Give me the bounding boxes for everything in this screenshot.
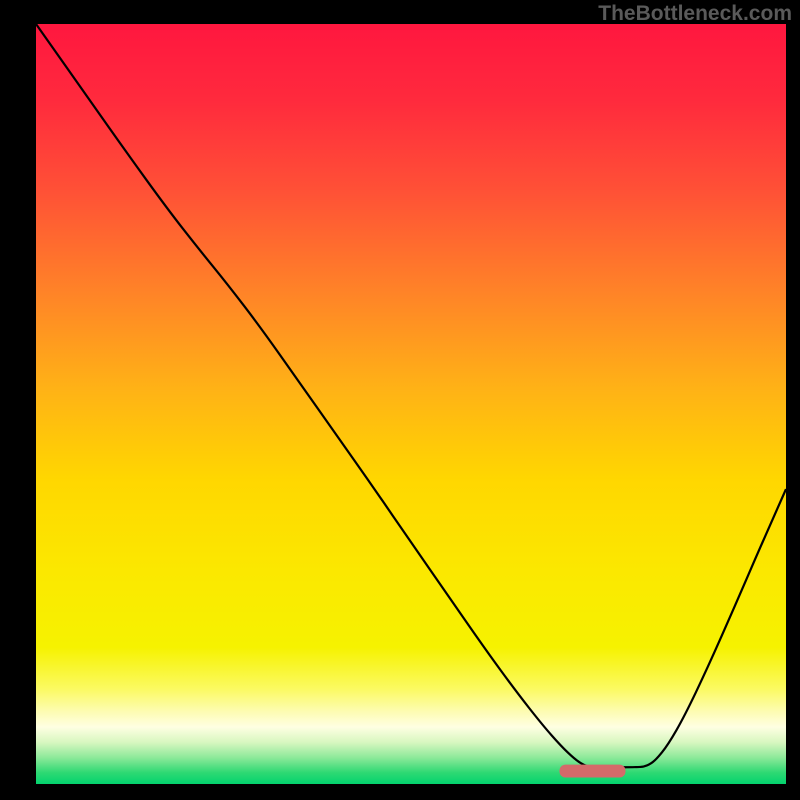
watermark-text: TheBottleneck.com	[598, 2, 792, 26]
gradient-background	[36, 24, 786, 784]
optimal-marker	[560, 765, 626, 778]
bottleneck-chart	[0, 0, 800, 800]
